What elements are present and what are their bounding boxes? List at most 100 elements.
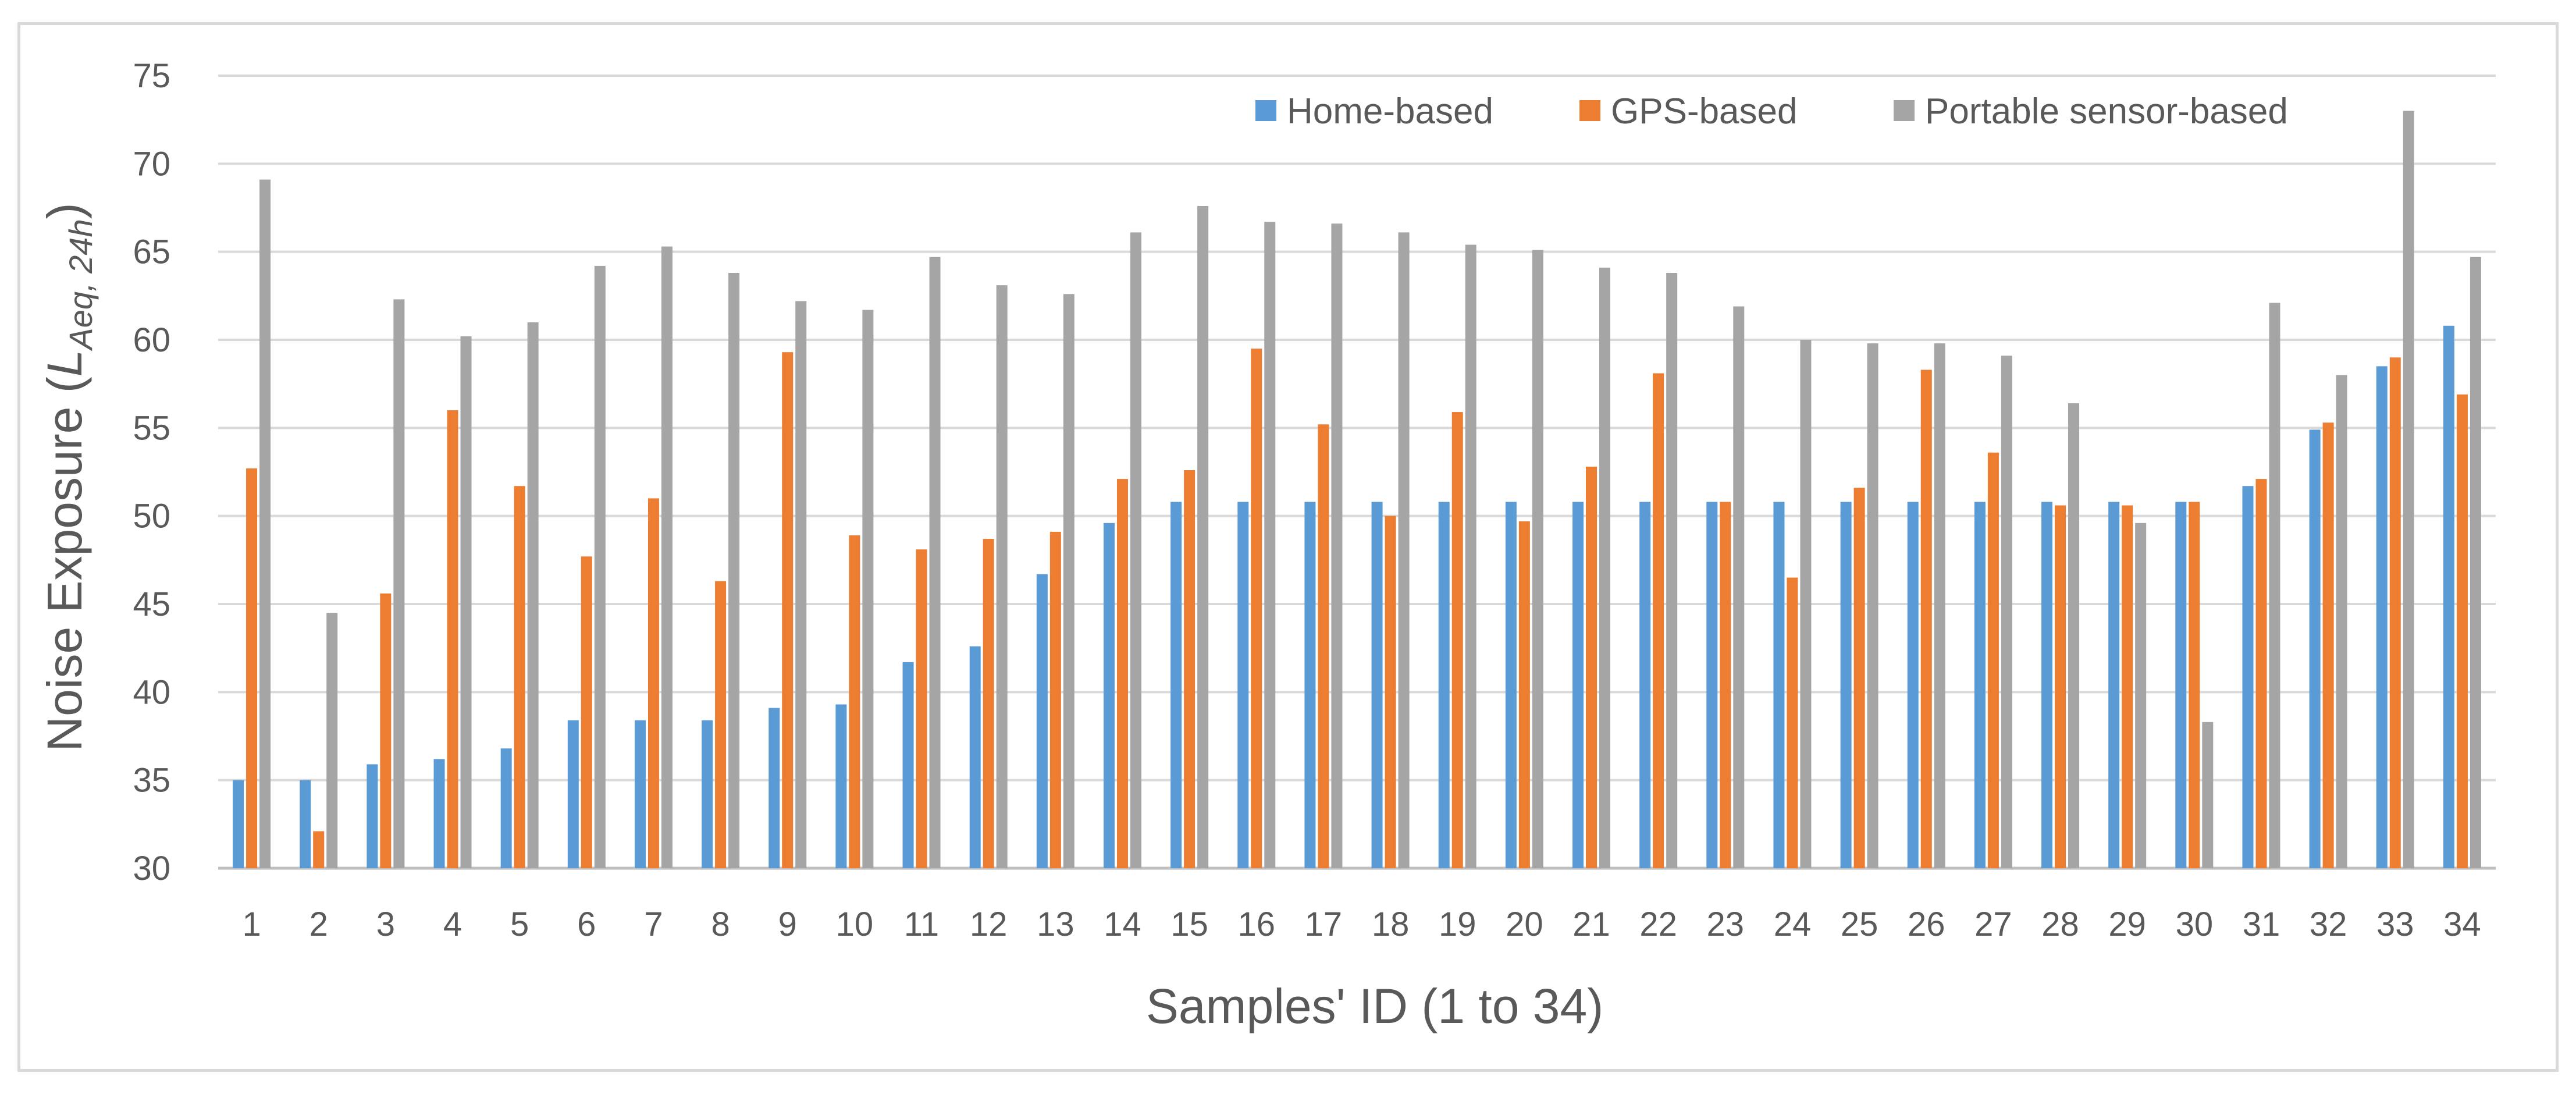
bar-home-based-24 xyxy=(1773,502,1785,868)
bar-portable-sensor-based-1 xyxy=(259,179,271,868)
bar-portable-sensor-based-21 xyxy=(1599,267,1611,868)
x-tick-label: 6 xyxy=(577,905,596,943)
bar-gps-based-22 xyxy=(1653,373,1664,868)
bar-home-based-25 xyxy=(1840,502,1852,868)
x-tick-label: 26 xyxy=(1908,905,1945,943)
bar-portable-sensor-based-34 xyxy=(2470,257,2481,868)
x-tick-label: 16 xyxy=(1238,905,1276,943)
bar-portable-sensor-based-22 xyxy=(1666,272,1678,868)
bar-portable-sensor-based-28 xyxy=(2068,403,2080,868)
x-tick-label: 30 xyxy=(2176,905,2214,943)
bar-gps-based-14 xyxy=(1116,479,1128,868)
x-tick-label: 5 xyxy=(510,905,529,943)
legend: Home-based GPS-based Portable sensor-based xyxy=(1255,91,2288,132)
bar-portable-sensor-based-18 xyxy=(1398,232,1410,869)
bar-portable-sensor-based-29 xyxy=(2135,523,2147,868)
bar-gps-based-23 xyxy=(1720,502,1731,868)
bar-gps-based-16 xyxy=(1251,349,1262,868)
bar-home-based-34 xyxy=(2443,325,2454,868)
bar-home-based-3 xyxy=(367,764,378,868)
bar-portable-sensor-based-16 xyxy=(1264,222,1276,868)
bar-home-based-19 xyxy=(1438,502,1450,868)
bar-gps-based-1 xyxy=(246,468,258,868)
bar-portable-sensor-based-24 xyxy=(1800,340,1812,868)
bar-portable-sensor-based-19 xyxy=(1465,244,1476,868)
bar-home-based-18 xyxy=(1371,502,1383,868)
x-tick-label: 21 xyxy=(1572,905,1610,943)
x-tick-label: 34 xyxy=(2443,905,2481,943)
bar-portable-sensor-based-12 xyxy=(996,285,1008,868)
x-tick-label: 1 xyxy=(242,905,261,943)
y-tick-label: 75 xyxy=(133,57,170,95)
bar-gps-based-15 xyxy=(1184,470,1196,868)
bar-gps-based-30 xyxy=(2189,502,2200,868)
bar-gps-based-3 xyxy=(380,593,392,868)
gridlines xyxy=(218,74,2496,870)
y-tick-label: 60 xyxy=(133,321,170,359)
bar-home-based-13 xyxy=(1036,574,1048,868)
bar-gps-based-11 xyxy=(916,549,927,868)
bar-home-based-26 xyxy=(1907,502,1919,868)
legend-swatch xyxy=(1894,100,1915,121)
bar-portable-sensor-based-30 xyxy=(2202,722,2214,868)
y-axis-title-suffix: ) xyxy=(37,203,92,219)
bar-home-based-8 xyxy=(702,720,713,868)
bar-gps-based-33 xyxy=(2389,357,2401,868)
bar-home-based-7 xyxy=(634,720,646,868)
bar-gps-based-12 xyxy=(983,539,994,868)
bar-gps-based-8 xyxy=(715,581,727,868)
bar-home-based-33 xyxy=(2376,366,2388,868)
x-tick-label: 29 xyxy=(2108,905,2146,943)
bar-home-based-15 xyxy=(1170,502,1182,868)
bar-portable-sensor-based-27 xyxy=(2001,356,2012,868)
bar-portable-sensor-based-7 xyxy=(661,246,673,868)
x-tick-label: 2 xyxy=(309,905,328,943)
bar-gps-based-6 xyxy=(581,556,592,868)
bar-portable-sensor-based-17 xyxy=(1331,223,1343,868)
bar-gps-based-28 xyxy=(2055,505,2066,868)
bar-home-based-11 xyxy=(902,662,914,868)
bar-portable-sensor-based-5 xyxy=(527,322,539,868)
y-axis-title: Noise Exposure (LAeq, 24h) xyxy=(37,203,99,751)
bar-portable-sensor-based-33 xyxy=(2403,111,2414,869)
x-tick-label: 15 xyxy=(1170,905,1208,943)
x-tick-label: 14 xyxy=(1104,905,1141,943)
x-tick-label: 31 xyxy=(2243,905,2280,943)
legend-swatch xyxy=(1579,100,1600,121)
legend-label: Home-based xyxy=(1287,91,1493,132)
x-axis-title: Samples' ID (1 to 34) xyxy=(1146,979,1603,1033)
x-tick-label: 24 xyxy=(1774,905,1812,943)
bar-gps-based-2 xyxy=(313,831,325,868)
bar-gps-based-5 xyxy=(514,486,525,868)
y-tick-label: 35 xyxy=(133,762,170,800)
bar-gps-based-19 xyxy=(1451,412,1463,868)
bar-home-based-31 xyxy=(2242,486,2254,868)
x-tick-label: 10 xyxy=(836,905,874,943)
bar-portable-sensor-based-26 xyxy=(1934,343,1945,868)
bar-portable-sensor-based-3 xyxy=(393,299,405,868)
bar-home-based-22 xyxy=(1639,502,1651,868)
x-tick-label: 9 xyxy=(778,905,797,943)
bar-home-based-9 xyxy=(768,708,780,868)
bar-gps-based-4 xyxy=(447,410,458,868)
bar-gps-based-13 xyxy=(1049,531,1061,868)
bar-home-based-23 xyxy=(1706,502,1718,868)
bar-home-based-20 xyxy=(1505,502,1517,868)
bar-home-based-12 xyxy=(969,646,981,868)
bar-gps-based-7 xyxy=(647,498,659,868)
bar-portable-sensor-based-15 xyxy=(1197,205,1209,868)
x-tick-label: 27 xyxy=(1974,905,2012,943)
bar-gps-based-9 xyxy=(782,352,794,868)
x-tick-label: 28 xyxy=(2041,905,2079,943)
bar-gps-based-26 xyxy=(1920,370,1932,868)
bars xyxy=(233,111,2481,869)
x-tick-label: 20 xyxy=(1506,905,1543,943)
x-axis-ticks: 1 2 3 4 5 6 7 8 9 10 11 12 13 14 15 16 17 18 19 20 21 22 23 24 2… xyxy=(242,905,2481,943)
bar-home-based-21 xyxy=(1572,502,1584,868)
x-tick-label: 7 xyxy=(644,905,663,943)
bar-gps-based-32 xyxy=(2322,422,2334,868)
bar-portable-sensor-based-13 xyxy=(1063,294,1074,869)
bar-home-based-30 xyxy=(2175,502,2187,868)
x-tick-label: 25 xyxy=(1841,905,1878,943)
y-tick-label: 30 xyxy=(133,850,170,887)
